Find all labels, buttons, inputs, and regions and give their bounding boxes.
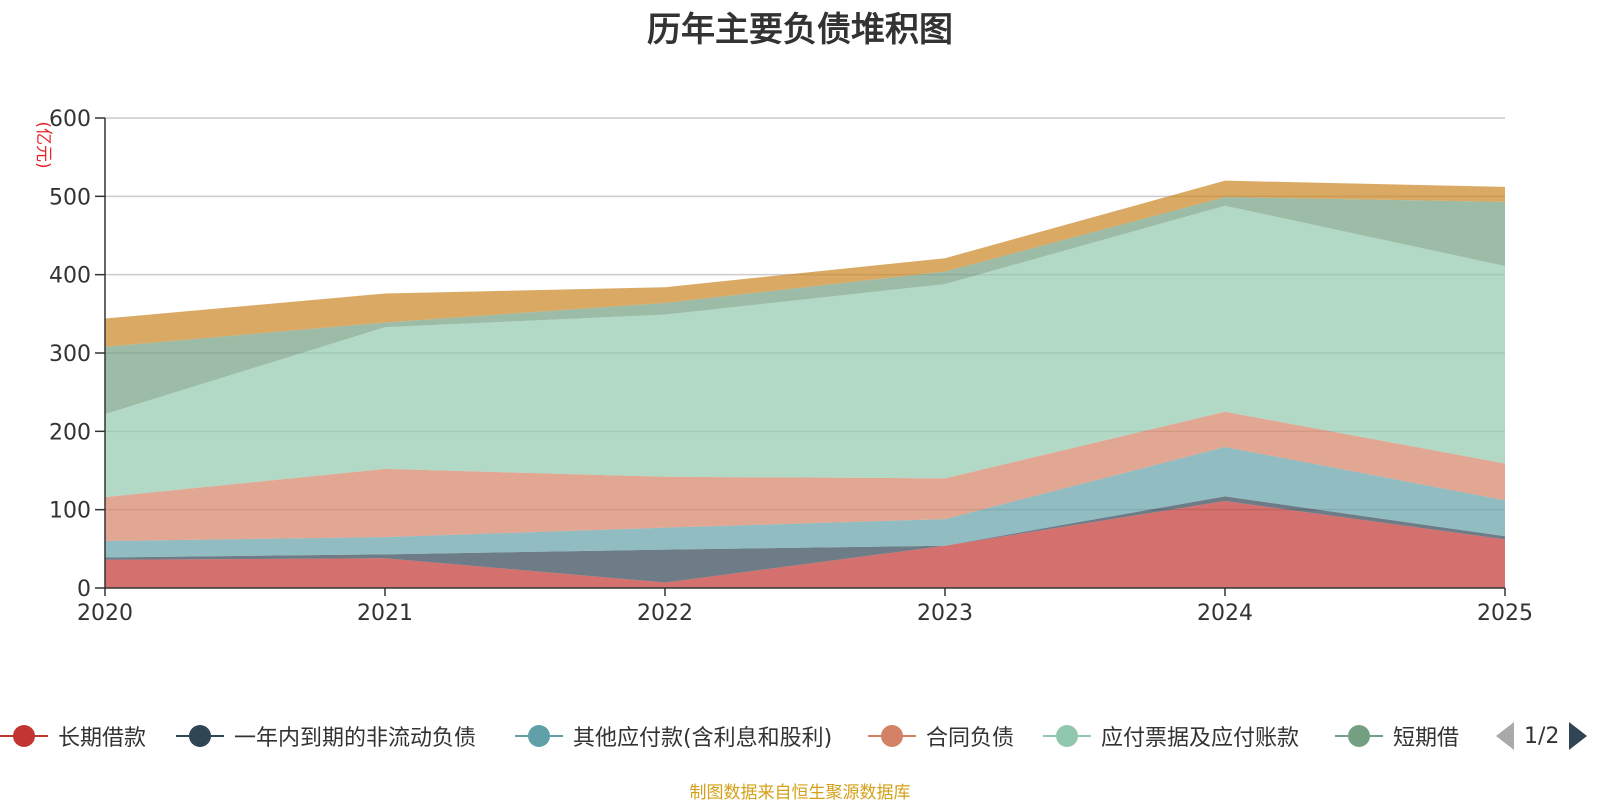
legend-marker-icon [868,721,916,751]
legend-marker-icon [1335,721,1383,751]
x-tick-label-2021: 2021 [357,601,413,626]
y-tick-label-400: 400 [49,264,91,289]
legend-item-3[interactable]: 合同负债 [868,716,1014,756]
legend-item-4[interactable]: 应付票据及应付账款 [1043,716,1299,756]
legend-item-0[interactable]: 长期借款 [0,716,146,756]
y-tick-label-100: 100 [49,499,91,524]
source-note: 制图数据来自恒生聚源数据库 [689,783,911,803]
legend-marker-icon [176,721,224,751]
legend-pager: 1/2 [1496,716,1588,756]
area-series-1[interactable] [105,496,1505,583]
chart-title: 历年主要负债堆积图 [647,10,953,50]
x-tick-label-2024: 2024 [1197,601,1253,626]
area-series-3[interactable] [105,411,1505,541]
area-series-0[interactable] [105,501,1505,588]
y-tick-label-0: 0 [77,577,91,602]
legend-marker-icon [1043,721,1091,751]
legend-item-5[interactable]: 短期借款 [1335,716,1460,756]
legend-label: 短期借款 [1393,726,1460,751]
legend-next-page-icon[interactable] [1569,722,1588,750]
y-axis-unit-label: (亿元) [33,121,53,168]
legend-page-label: 1/2 [1524,723,1560,749]
area-series-6[interactable] [105,180,1505,347]
x-tick-label-2025: 2025 [1477,601,1533,626]
legend-item-2[interactable]: 其他应付款(含利息和股利) [515,716,832,756]
legend-label: 应付票据及应付账款 [1101,726,1300,751]
legend-marker-icon [0,721,48,751]
x-tick-label-2020: 2020 [77,601,133,626]
stacked-area-chart: 0 100 200 300 400 500 600 2020 2021 2022 2023 2024 2… [33,107,1533,626]
x-tick-label-2022: 2022 [637,601,693,626]
y-tick-label-600: 600 [49,107,91,132]
axes: 0 100 200 300 400 500 600 2020 2021 2022 2023 2024 2… [49,107,1533,626]
y-tick-label-200: 200 [49,420,91,445]
legend-prev-page-icon[interactable] [1496,722,1514,750]
legend-label: 一年内到期的非流动负债 [234,726,477,751]
legend-marker-icon [515,721,563,751]
area-series-2[interactable] [105,447,1505,558]
area-series-5[interactable] [105,197,1505,415]
y-tick-label-300: 300 [49,342,91,367]
legend-item-1[interactable]: 一年内到期的非流动负债 [176,716,476,756]
legend: 长期借款 一年内到期的非流动负债 其他应付款(含利息和股利) 合同负债 应付票据及应付账… [0,716,1460,756]
legend-label: 合同负债 [926,726,1015,751]
area-series [105,180,1505,588]
y-tick-label-500: 500 [49,185,91,210]
legend-label: 其他应付款(含利息和股利) [573,726,833,751]
x-tick-label-2023: 2023 [917,601,973,626]
legend-label: 长期借款 [58,726,147,751]
area-series-4[interactable] [105,205,1505,498]
